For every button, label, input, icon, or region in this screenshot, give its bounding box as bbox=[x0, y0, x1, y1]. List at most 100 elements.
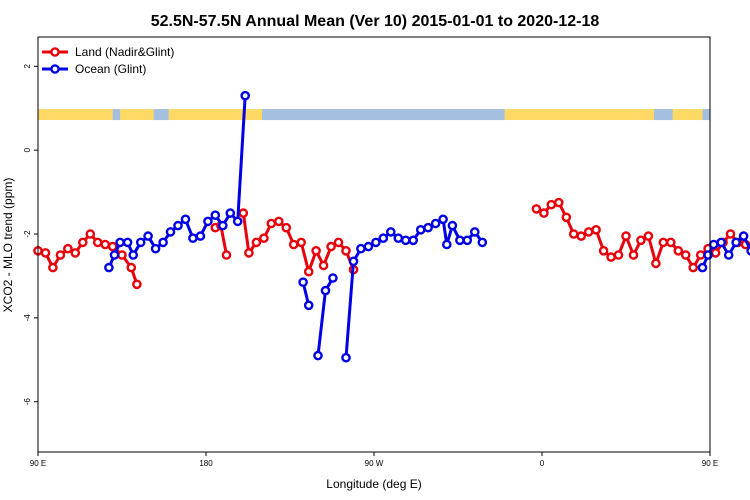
strip-ocean-3 bbox=[654, 109, 673, 121]
series-0-point-2-10 bbox=[311, 245, 321, 256]
series-0-point-0-7 bbox=[85, 229, 96, 239]
series-0-point-3-2 bbox=[546, 199, 557, 210]
series-1-point-3-10 bbox=[415, 224, 426, 235]
series-1-point-3-11 bbox=[423, 222, 433, 233]
strip-ocean-1 bbox=[153, 109, 169, 121]
series-1-point-0-7 bbox=[150, 243, 161, 254]
series-1-point-3-16 bbox=[455, 235, 465, 246]
series-1-point-3-17 bbox=[462, 235, 473, 246]
series-0-line-3 bbox=[535, 201, 750, 270]
series-0-point-0-11 bbox=[117, 250, 127, 260]
series-0-point-0-8 bbox=[92, 237, 103, 248]
series-1-point-3-19 bbox=[477, 237, 488, 248]
series-1-point-0-13 bbox=[195, 231, 206, 241]
strip-ocean-0 bbox=[112, 109, 121, 121]
series-1-point-3-12 bbox=[430, 218, 441, 229]
series-1-point-4-1 bbox=[703, 250, 713, 260]
series-1-point-3-8 bbox=[400, 235, 411, 246]
series-0-point-3-4 bbox=[561, 212, 572, 223]
series-1-point-3-7 bbox=[393, 233, 404, 243]
y-tick-label-4: -6 bbox=[23, 398, 32, 406]
series-0-point-0-13 bbox=[132, 279, 142, 290]
series-0-point-2-13 bbox=[333, 237, 344, 248]
series-0-point-2-14 bbox=[341, 245, 351, 256]
series-1-point-3-5 bbox=[378, 233, 389, 243]
series-1-point-3-2 bbox=[356, 243, 366, 254]
y-tick-label-0: 2 bbox=[23, 64, 32, 69]
y-tick-label-3: -4 bbox=[23, 314, 32, 322]
series-1-point-0-11 bbox=[180, 214, 191, 225]
series-1-point-0-15 bbox=[210, 210, 221, 220]
series-1-point-3-15 bbox=[447, 220, 458, 231]
series-1-point-0-8 bbox=[158, 237, 168, 248]
series-1-point-3-4 bbox=[371, 237, 381, 248]
series-1-point-0-1 bbox=[109, 250, 120, 260]
series-layer bbox=[33, 90, 750, 363]
series-0-point-3-12 bbox=[621, 231, 631, 241]
series-1-point-1-1 bbox=[303, 300, 314, 311]
series-1-point-0-0 bbox=[104, 262, 114, 273]
chart-title: 52.5N-57.5N Annual Mean (Ver 10) 2015-01… bbox=[151, 13, 600, 30]
x-tick-label-1: 180 bbox=[199, 459, 213, 468]
series-1-point-3-18 bbox=[469, 227, 480, 237]
series-1-point-0-17 bbox=[225, 208, 236, 218]
series-0-point-0-2 bbox=[48, 262, 58, 273]
strip-ocean-2 bbox=[262, 109, 505, 121]
series-1-point-0-3 bbox=[122, 237, 133, 248]
series-1-point-0-9 bbox=[165, 227, 176, 237]
series-1-point-1-0 bbox=[298, 277, 308, 288]
series-0-point-2-12 bbox=[326, 241, 336, 252]
series-0-point-3-20 bbox=[680, 250, 691, 260]
series-0-point-0-4 bbox=[63, 243, 73, 254]
series-0-point-3-13 bbox=[628, 250, 639, 260]
series-0-point-2-4 bbox=[266, 218, 277, 229]
series-0-point-2-6 bbox=[281, 222, 292, 233]
series-0-point-3-26 bbox=[725, 229, 736, 239]
series-0-point-3-21 bbox=[688, 262, 699, 273]
x-tick-label-4: 90 E bbox=[702, 459, 718, 468]
series-0-point-2-9 bbox=[303, 266, 314, 277]
legend: Land (Nadir&Glint) Ocean (Glint) bbox=[42, 45, 174, 76]
series-1-point-3-13 bbox=[438, 214, 448, 225]
series-1-point-4-6 bbox=[738, 231, 749, 241]
series-0-point-2-1 bbox=[244, 248, 254, 258]
series-0-point-2-0 bbox=[238, 208, 249, 218]
series-0-point-2-11 bbox=[318, 260, 329, 271]
x-tick-label-3: 0 bbox=[540, 459, 545, 468]
y-tick-label-1: 0 bbox=[23, 147, 32, 152]
y-axis: 2 0 -2 -4 -6 bbox=[23, 64, 38, 406]
legend-marker-land bbox=[50, 47, 60, 57]
x-axis: 90 E 180 90 W 0 90 E bbox=[30, 452, 718, 468]
series-0-point-3-17 bbox=[658, 237, 669, 248]
series-0-point-3-0 bbox=[531, 204, 542, 214]
series-0-point-0-1 bbox=[40, 248, 51, 258]
series-0-point-3-16 bbox=[651, 258, 661, 269]
series-1-point-2-0 bbox=[313, 350, 323, 361]
series-0-point-3-24 bbox=[710, 248, 721, 258]
series-0-point-0-3 bbox=[55, 250, 66, 260]
series-0-point-3-18 bbox=[666, 237, 676, 248]
x-axis-label: Longitude (deg E) bbox=[326, 477, 421, 491]
series-0-point-3-19 bbox=[673, 245, 684, 256]
strip-ocean-4 bbox=[702, 109, 710, 121]
series-0-point-3-7 bbox=[583, 227, 594, 237]
series-0-point-0-9 bbox=[100, 239, 110, 250]
series-1-point-4-4 bbox=[723, 250, 734, 260]
series-0-point-2-3 bbox=[259, 233, 269, 243]
series-1-point-2-1 bbox=[320, 285, 331, 296]
legend-marker-ocean bbox=[50, 64, 60, 74]
series-0-point-0-5 bbox=[70, 248, 81, 258]
series-0-point-2-2 bbox=[251, 237, 262, 248]
series-0-point-0-12 bbox=[126, 262, 137, 273]
series-0 bbox=[33, 197, 750, 290]
series-0-point-2-5 bbox=[273, 216, 284, 227]
series-0-point-3-14 bbox=[636, 235, 646, 246]
series-0-point-3-10 bbox=[606, 252, 616, 262]
series-1-point-3-3 bbox=[363, 241, 374, 252]
series-1-point-0-12 bbox=[188, 233, 198, 243]
series-0-point-3-11 bbox=[613, 250, 624, 260]
series-1-point-3-0 bbox=[341, 352, 351, 363]
series-0-point-2-8 bbox=[296, 237, 307, 248]
series-1-point-3-9 bbox=[408, 235, 419, 246]
series-1-point-4-3 bbox=[716, 237, 727, 248]
